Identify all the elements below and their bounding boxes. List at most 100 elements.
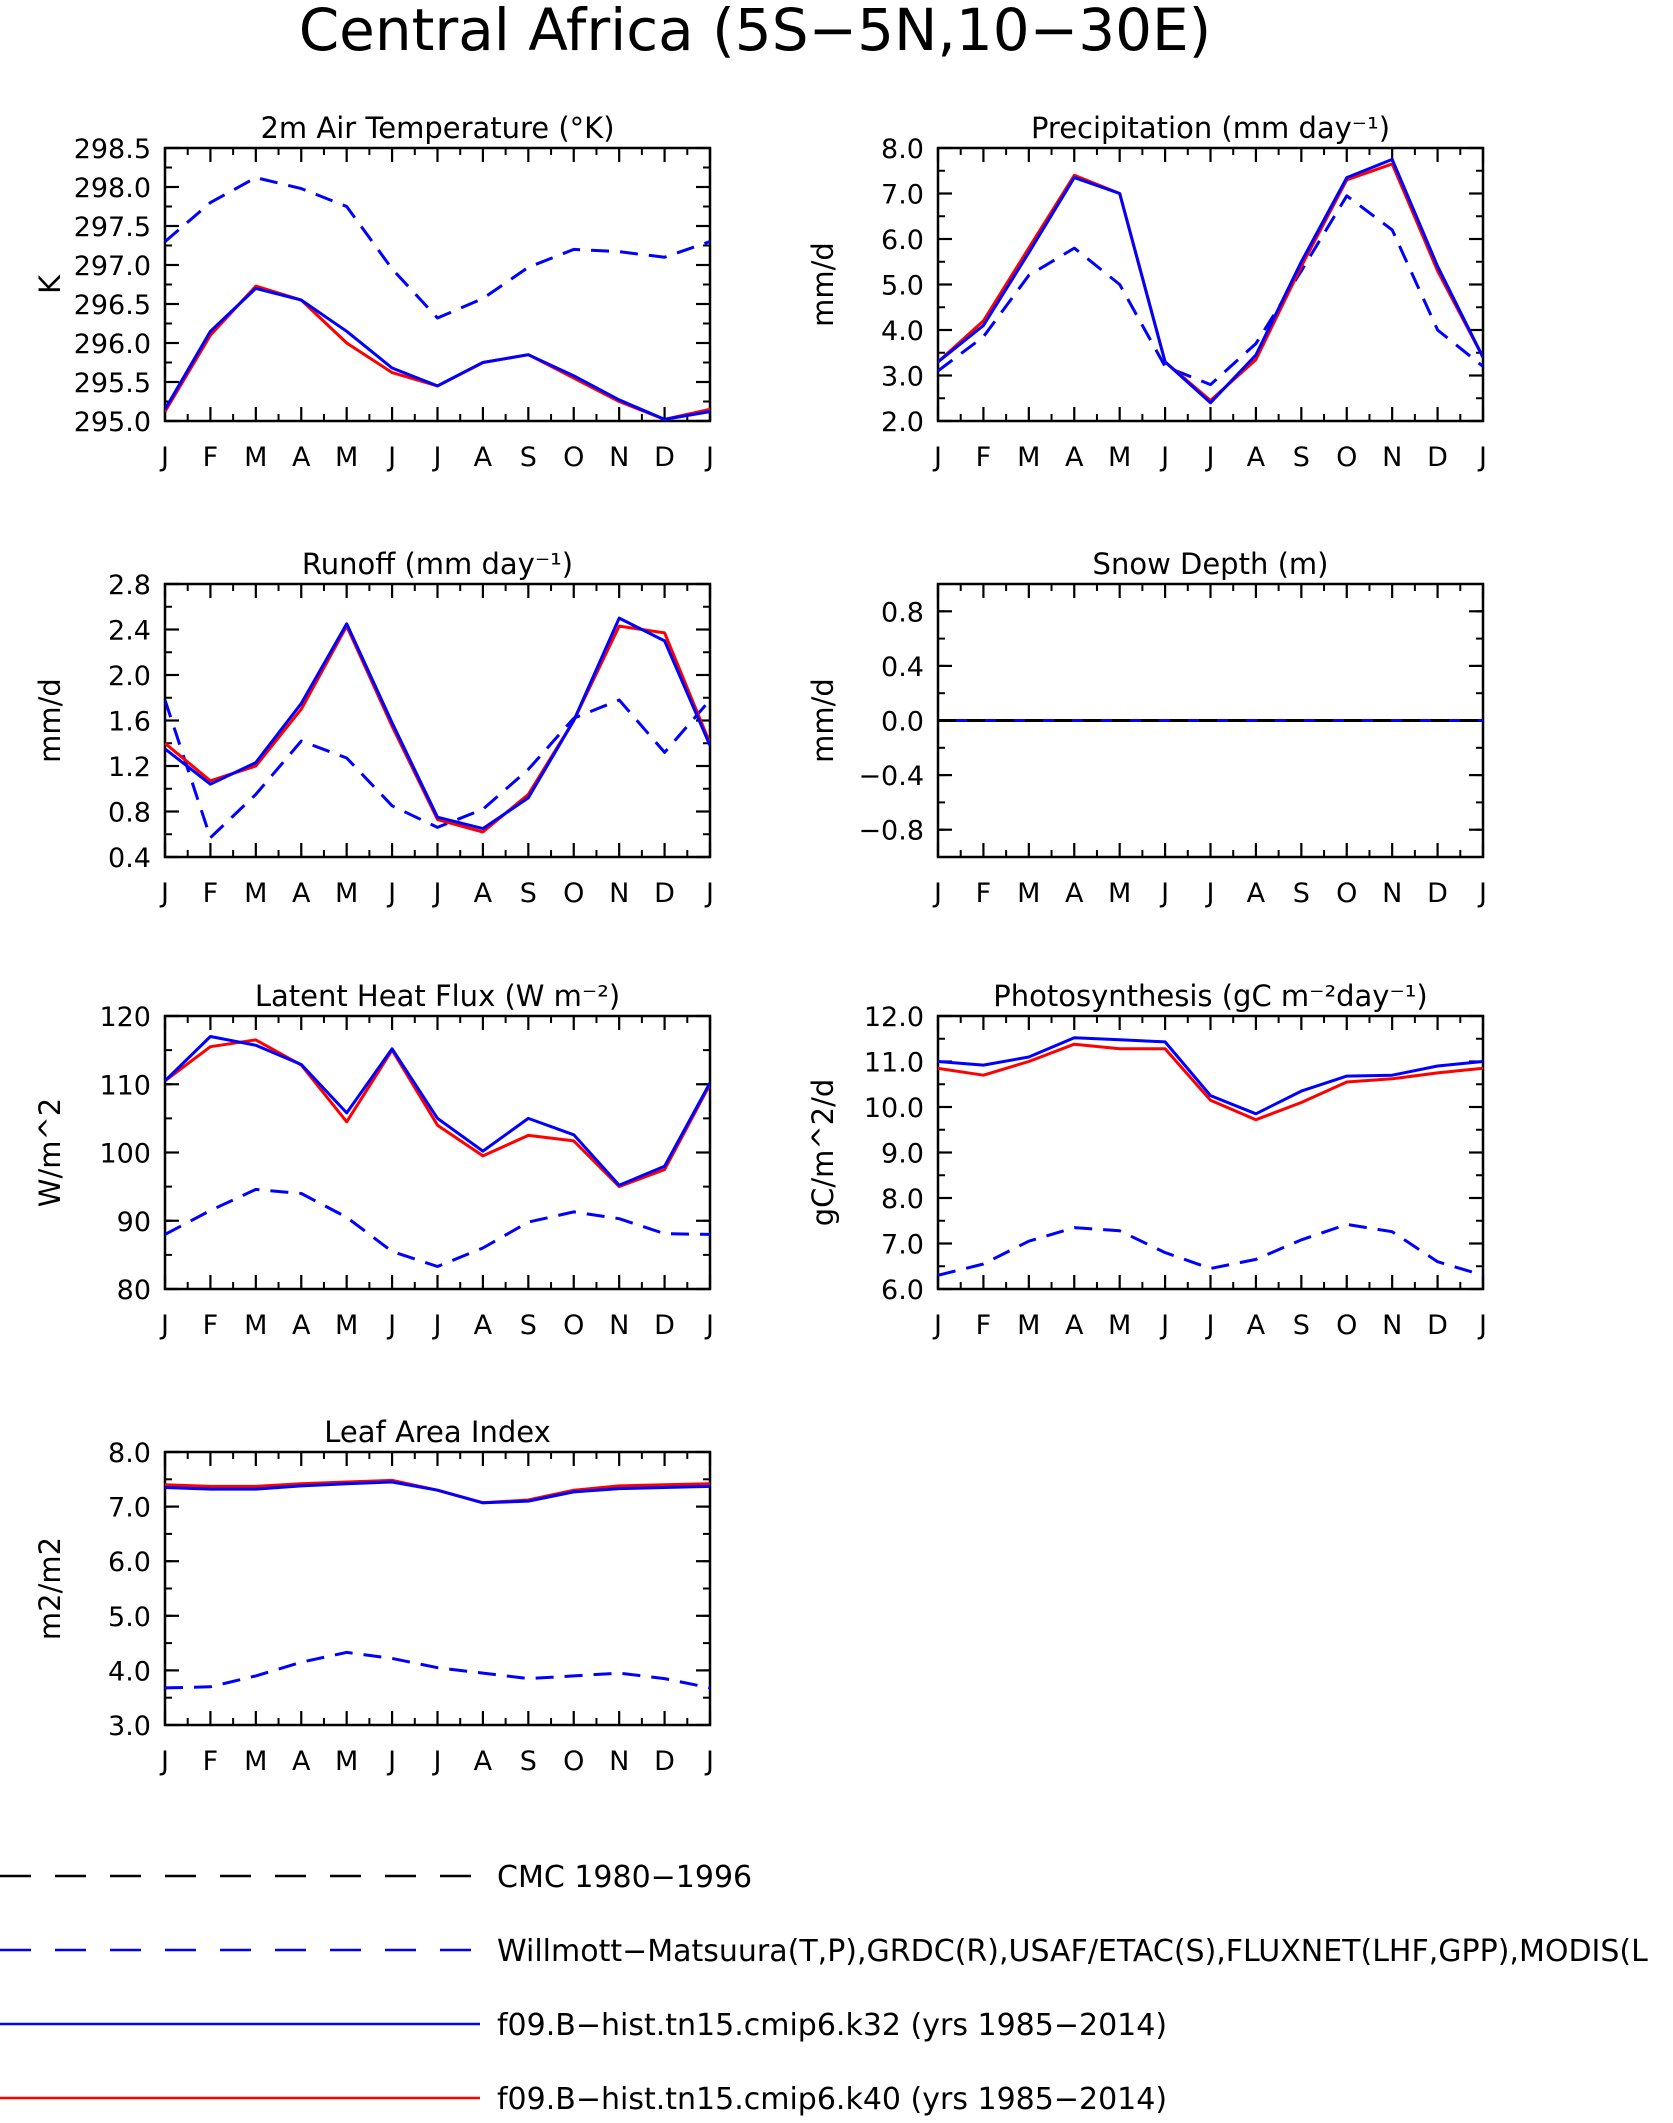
x-tick-label: A xyxy=(474,442,493,473)
y-tick-label: 110 xyxy=(99,1070,151,1101)
x-tick-label: M xyxy=(1108,878,1131,909)
y-tick-label: 9.0 xyxy=(881,1139,924,1170)
x-tick-label: J xyxy=(932,1310,942,1341)
series-line xyxy=(938,162,1483,402)
x-tick-label: J xyxy=(932,878,942,909)
series-line xyxy=(165,698,710,840)
y-tick-label: 7.0 xyxy=(881,1230,924,1261)
x-tick-label: J xyxy=(704,1746,714,1777)
y-tick-label: 3.0 xyxy=(881,362,924,393)
x-tick-label: A xyxy=(1065,878,1084,909)
x-tick-label: J xyxy=(432,878,442,909)
series-line xyxy=(165,616,710,831)
x-tick-label: M xyxy=(244,1746,267,1777)
y-tick-label: 8.0 xyxy=(108,1438,151,1469)
chart-panel: 2m Air Temperature (°K)J F M A M J J A S O N D J295.… xyxy=(33,111,714,473)
x-tick-label: M xyxy=(244,878,267,909)
y-tick-label: 5.0 xyxy=(108,1602,151,1633)
x-tick-label: A xyxy=(292,442,311,473)
x-tick-label: M xyxy=(335,878,358,909)
x-tick-label: D xyxy=(654,1310,675,1341)
legend-label: Willmott−Matsuura(T,P),GRDC(R),USAF/ETAC… xyxy=(497,1934,1648,1969)
y-tick-label: 5.0 xyxy=(881,271,924,302)
y-tick-label: 2.4 xyxy=(108,616,151,647)
x-tick-label: J xyxy=(704,878,714,909)
chart-panel: Photosynthesis (gC m⁻²day⁻¹)J F M A M J J A S O N D… xyxy=(806,979,1487,1341)
x-tick-label: A xyxy=(474,878,493,909)
legend-label: f09.B−hist.tn15.cmip6.k32 (yrs 1985−2014… xyxy=(497,2008,1167,2043)
chart-panel: Snow Depth (m)J F M A M J J A S O N D J−0.8−0.40.00.… xyxy=(806,547,1487,909)
series-line xyxy=(165,1035,710,1187)
x-tick-label: F xyxy=(203,1746,219,1777)
series-line xyxy=(165,176,710,320)
x-tick-label: J xyxy=(386,442,396,473)
y-tick-label: 0.4 xyxy=(881,652,924,683)
y-tick-label: 0.4 xyxy=(108,843,151,874)
series-line xyxy=(165,1650,710,1690)
y-tick-label: 297.0 xyxy=(74,251,151,282)
y-tick-label: 0.0 xyxy=(881,707,924,738)
x-tick-label: A xyxy=(1247,878,1266,909)
series-line xyxy=(165,624,710,834)
chart-title: 2m Air Temperature (°K) xyxy=(260,111,614,145)
y-tick-label: 298.5 xyxy=(74,134,151,165)
chart-title: Snow Depth (m) xyxy=(1093,547,1329,581)
x-tick-label: S xyxy=(1293,878,1310,909)
x-tick-label: M xyxy=(1017,878,1040,909)
y-tick-label: 2.8 xyxy=(108,570,151,601)
chart-panel: Latent Heat Flux (W m⁻²)J F M A M J J A S O N D J809… xyxy=(33,979,714,1341)
x-tick-label: F xyxy=(976,1310,992,1341)
y-tick-label: 0.8 xyxy=(108,798,151,829)
series-line xyxy=(165,284,710,421)
x-tick-label: D xyxy=(1427,1310,1448,1341)
x-tick-label: J xyxy=(1205,878,1215,909)
chart-title: Latent Heat Flux (W m⁻²) xyxy=(255,979,620,1013)
x-tick-label: A xyxy=(292,878,311,909)
x-tick-label: A xyxy=(1065,1310,1084,1341)
y-tick-label: 4.0 xyxy=(108,1656,151,1687)
chart-title: Precipitation (mm day⁻¹) xyxy=(1031,111,1390,145)
x-tick-label: J xyxy=(1477,442,1487,473)
y-tick-label: 295.0 xyxy=(74,407,151,438)
x-tick-label: M xyxy=(1108,1310,1131,1341)
x-tick-label: J xyxy=(932,442,942,473)
x-tick-label: F xyxy=(203,442,219,473)
series-line xyxy=(938,1222,1483,1277)
x-tick-label: M xyxy=(244,442,267,473)
x-tick-label: D xyxy=(1427,442,1448,473)
panels: 2m Air Temperature (°K)J F M A M J J A S O N D J295.… xyxy=(33,111,1487,1777)
series-line xyxy=(938,157,1483,405)
y-axis-label: K xyxy=(33,274,67,294)
x-tick-label: N xyxy=(1382,1310,1402,1341)
x-tick-label: M xyxy=(1017,1310,1040,1341)
chart-title: Leaf Area Index xyxy=(324,1415,550,1449)
chart-panel: Runoff (mm day⁻¹)J F M A M J J A S O N D J0.40.81.21… xyxy=(33,547,714,909)
y-tick-label: 295.5 xyxy=(74,368,151,399)
y-tick-label: 4.0 xyxy=(881,316,924,347)
x-tick-label: S xyxy=(1293,1310,1310,1341)
y-axis-label: gC/m^2/d xyxy=(806,1079,840,1227)
x-tick-label: S xyxy=(520,878,537,909)
y-tick-label: 0.8 xyxy=(881,597,924,628)
x-tick-label: F xyxy=(976,878,992,909)
x-tick-label: A xyxy=(1065,442,1084,473)
y-tick-label: 120 xyxy=(99,1002,151,1033)
x-tick-label: S xyxy=(520,1310,537,1341)
x-tick-label: O xyxy=(563,442,584,473)
x-tick-label: D xyxy=(1427,878,1448,909)
legend-label: CMC 1980−1996 xyxy=(497,1860,752,1895)
series-group xyxy=(165,176,710,421)
series-group xyxy=(165,1035,710,1268)
x-tick-label: D xyxy=(654,442,675,473)
series-line xyxy=(165,1187,710,1268)
plot-frame xyxy=(163,1450,712,1727)
x-tick-label: J xyxy=(1205,442,1215,473)
plot-frame xyxy=(163,1014,712,1291)
x-tick-label: J xyxy=(386,1310,396,1341)
series-group xyxy=(165,1478,710,1690)
x-tick-label: D xyxy=(654,1746,675,1777)
x-tick-label: S xyxy=(520,1746,537,1777)
y-tick-label: 8.0 xyxy=(881,1184,924,1215)
x-tick-label: N xyxy=(609,1746,629,1777)
